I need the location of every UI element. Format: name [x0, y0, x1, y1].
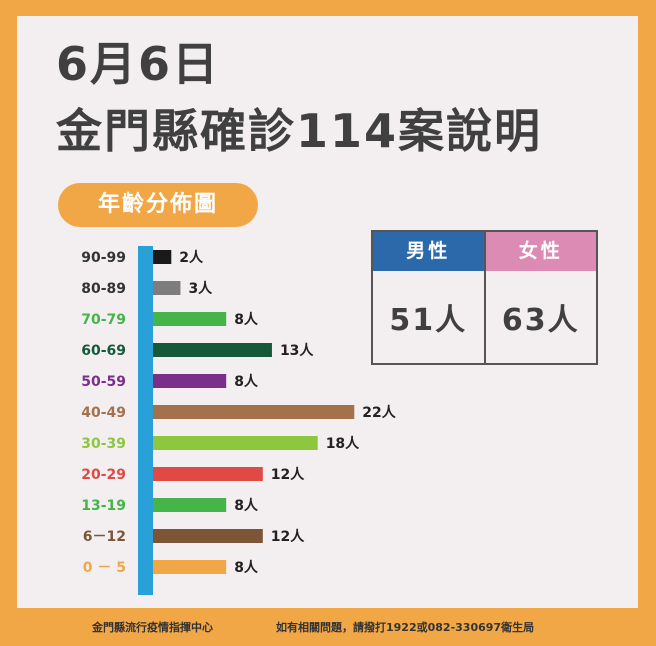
y-axis-bar [138, 246, 153, 595]
bar-13-19 [153, 498, 227, 512]
bar-value-label: 2人 [179, 249, 204, 266]
age-group-label: 70-79 [81, 312, 126, 328]
bar-0－5 [153, 560, 227, 574]
bar-value-label: 8人 [234, 559, 259, 576]
bar-50-59 [153, 374, 227, 388]
bar-20-29 [153, 467, 263, 481]
footer-organization: 金門縣流行疫情指揮中心 [92, 621, 213, 634]
section-label: 年齡分佈圖 [58, 183, 258, 227]
gender-female-header: 女性 [485, 232, 596, 271]
bar-90-99 [153, 250, 172, 264]
bar-value-label: 18人 [326, 435, 360, 452]
age-group-label: 60-69 [81, 343, 126, 359]
bar-value-label: 22人 [362, 404, 396, 421]
bar-70-79 [153, 312, 227, 326]
age-group-label: 13-19 [81, 498, 126, 514]
bar-value-label: 3人 [188, 280, 213, 297]
bar-value-label: 8人 [234, 311, 259, 328]
age-group-label: 90-99 [81, 250, 126, 266]
age-group-label: 30-39 [81, 436, 126, 452]
bar-value-label: 12人 [271, 466, 305, 483]
bar-value-label: 12人 [271, 528, 305, 545]
bar-80-89 [153, 281, 181, 295]
bar-30-39 [153, 436, 318, 450]
gender-female-column: 女性 63人 [483, 232, 596, 363]
gender-male-value: 51人 [389, 303, 468, 338]
age-group-label: 0 － 5 [83, 560, 126, 576]
headline-title: 金門縣確診114案說明 [56, 104, 543, 158]
gender-table: 男性 51人 女性 63人 [371, 230, 598, 365]
date-title: 6月6日 [56, 37, 221, 91]
bar-value-label: 13人 [280, 342, 314, 359]
bar-value-label: 8人 [234, 373, 259, 390]
age-group-label: 40-49 [81, 405, 126, 421]
age-group-label: 20-29 [81, 467, 126, 483]
footer-contact: 如有相關問題，請撥打1922或082-330697衛生局 [276, 621, 535, 634]
gender-female-value: 63人 [501, 303, 580, 338]
gender-male-header: 男性 [373, 232, 484, 271]
bar-value-label: 8人 [234, 497, 259, 514]
bar-6－12 [153, 529, 263, 543]
age-group-label: 80-89 [81, 281, 126, 297]
age-group-label: 50-59 [81, 374, 126, 390]
bar-60-69 [153, 343, 272, 357]
age-group-label: 6－12 [83, 529, 126, 545]
gender-male-column: 男性 51人 [373, 232, 484, 363]
bar-40-49 [153, 405, 355, 419]
